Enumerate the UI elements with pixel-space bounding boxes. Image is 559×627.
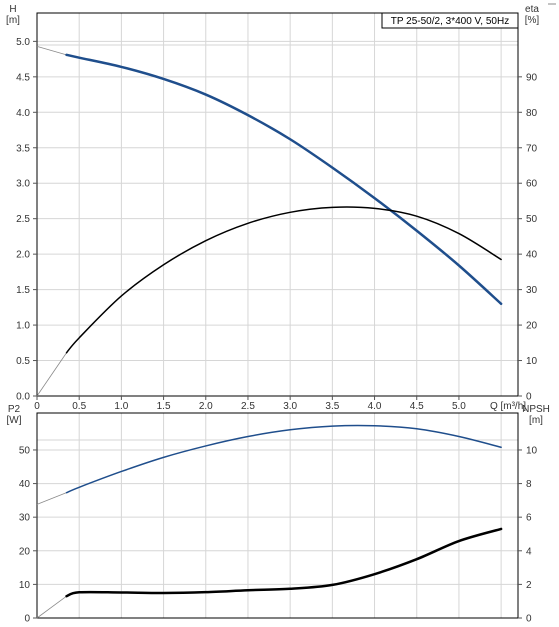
upper-y2tick-label: 70 — [526, 143, 538, 154]
lower-ytick-label: 30 — [19, 513, 31, 524]
lower-series-power-extrapolated — [36, 492, 67, 505]
lower-plot-frame — [36, 412, 519, 619]
xtick-label: 4.0 — [368, 401, 382, 412]
lower-y2label-line-0: NPSH — [522, 404, 550, 415]
upper-y2tick-label: 60 — [526, 179, 538, 190]
xtick-label: 1.0 — [114, 401, 128, 412]
upper-ytick-label: 5.0 — [16, 37, 30, 48]
lower-y2tick-label: 4 — [526, 546, 532, 557]
upper-plot-frame — [36, 12, 519, 397]
xtick-label: 0 — [34, 401, 40, 412]
upper-y2tick-label: 20 — [526, 321, 538, 332]
upper-y2tick-label: 80 — [526, 108, 538, 119]
upper-y2tick-label: 30 — [526, 285, 538, 296]
xtick-label: 2.0 — [199, 401, 213, 412]
upper-y2tick-label: 0 — [526, 392, 532, 403]
lower-ytick-label: 20 — [19, 546, 31, 557]
title-box — [381, 12, 519, 29]
upper-series-efficiency-extrapolated — [36, 352, 67, 397]
xtick-label: 0.5 — [72, 401, 86, 412]
lower-y2tick-label: 2 — [526, 580, 532, 591]
lower-panel — [33, 412, 522, 619]
chart-title: TP 25-50/2, 3*400 V, 50Hz — [391, 16, 509, 27]
lower-y2tick-label: 0 — [526, 614, 532, 625]
lower-ylabel-line-1: [W] — [7, 415, 22, 426]
lower-series-power-line — [65, 424, 502, 494]
upper-y2tick-label: 90 — [526, 72, 538, 83]
lower-ytick-label: 0 — [24, 614, 30, 625]
xtick-label: 3.0 — [283, 401, 297, 412]
lower-y2tick-label: 10 — [526, 445, 538, 456]
upper-ytick-label: 4.5 — [16, 72, 30, 83]
xtick-label: 5.0 — [452, 401, 466, 412]
upper-ytick-label: 2.0 — [16, 250, 30, 261]
upper-ytick-label: 3.5 — [16, 143, 30, 154]
upper-ytick-label: 0.0 — [16, 392, 30, 403]
lower-y2label-line-1: [m] — [529, 415, 543, 426]
xtick-label: 3.5 — [325, 401, 339, 412]
lower-series-npsh-extrapolated — [36, 595, 67, 619]
upper-ytick-label: 0.5 — [16, 356, 30, 367]
upper-y2label-line-1: [%] — [525, 15, 540, 26]
lower-y2tick-label: 6 — [526, 513, 532, 524]
x-axis-title: Q [m³/h] — [490, 401, 526, 412]
lower-ytick-label: 50 — [19, 445, 31, 456]
lower-ytick-label: 10 — [19, 580, 31, 591]
upper-ytick-label: 4.0 — [16, 108, 30, 119]
upper-y2tick-label: 40 — [526, 250, 538, 261]
upper-panel — [33, 12, 522, 397]
xtick-label: 2.5 — [241, 401, 255, 412]
upper-ytick-label: 1.5 — [16, 285, 30, 296]
lower-series-npsh-line — [65, 527, 503, 598]
xtick-label: 1.5 — [157, 401, 171, 412]
upper-ylabel-line-0: H — [9, 4, 16, 15]
upper-series-head-line — [65, 53, 503, 306]
lower-ytick-label: 40 — [19, 479, 31, 490]
upper-ytick-label: 2.5 — [16, 214, 30, 225]
lower-ylabel-line-0: P2 — [8, 404, 21, 415]
upper-ytick-label: 1.0 — [16, 321, 30, 332]
upper-ylabel-line-1: [m] — [6, 15, 20, 26]
upper-y2label-line-0: eta — [525, 4, 539, 15]
upper-series-efficiency-line — [65, 206, 502, 354]
upper-ytick-label: 3.0 — [16, 179, 30, 190]
upper-y2tick-label: 50 — [526, 214, 538, 225]
lower-y2tick-label: 8 — [526, 479, 532, 490]
upper-series-head-extrapolated — [36, 45, 67, 56]
upper-y2tick-label: 10 — [526, 356, 538, 367]
xtick-label: 4.5 — [410, 401, 424, 412]
